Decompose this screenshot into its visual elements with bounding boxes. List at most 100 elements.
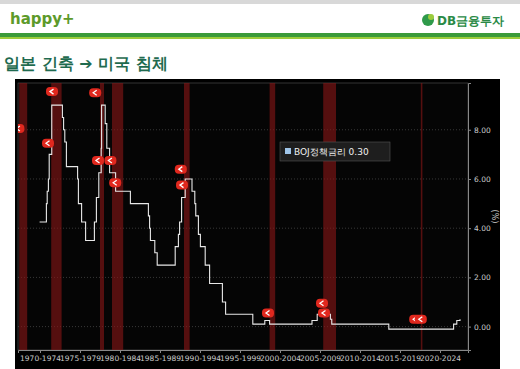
x-tick-label: 2000-2004 [260, 354, 301, 363]
marker [109, 178, 121, 187]
marker [18, 124, 24, 133]
x-tick: 2005-2009 [300, 350, 341, 363]
company: DB금융투자 [437, 14, 504, 28]
y-tick-label: 4.00 [474, 224, 491, 233]
marker [42, 139, 54, 148]
shaded-range [51, 83, 61, 350]
x-tick-label: 2005-2009 [300, 354, 341, 363]
marker-chevron [419, 317, 423, 322]
marker-body [316, 299, 328, 308]
marker [415, 315, 427, 324]
marker-body [415, 315, 427, 324]
plot-area [18, 83, 468, 350]
y-tick-mark [468, 327, 471, 328]
x-tick: 2000-2004 [260, 350, 301, 363]
x-tick-mark [240, 350, 241, 353]
x-tick-mark [200, 350, 201, 353]
x-tick: 1995-1999 [220, 350, 261, 363]
x-tick: 2015-2019 [380, 350, 421, 363]
series-line [40, 105, 460, 329]
marker-chevron [179, 167, 183, 172]
marker-body [89, 88, 101, 97]
logo-icon [422, 14, 434, 26]
top-strip [0, 0, 520, 4]
marker [89, 88, 101, 97]
marker [316, 299, 328, 308]
x-tick: 2020-2024 [420, 350, 461, 363]
x-tick-label: 2010-2014 [340, 354, 381, 363]
x-tick-mark [160, 350, 161, 353]
x-tick: 2010-2014 [340, 350, 381, 363]
marker-chevron [18, 126, 20, 131]
legend: BOJ정책금리 0.30 [280, 142, 390, 161]
x-tick-mark [80, 350, 81, 353]
legend-swatch [285, 148, 291, 154]
grid-line [18, 326, 468, 327]
x-tick: 1980-1984 [100, 350, 141, 363]
marker-chevron [180, 183, 184, 188]
x-tick-mark [360, 350, 361, 353]
marker [104, 156, 116, 165]
company-logo [422, 14, 434, 26]
x-tick: 1990-1994 [180, 350, 221, 363]
x-tick: 1975-1979 [60, 350, 101, 363]
x-tick-label: 1975-1979 [60, 354, 101, 363]
y-tick: 8.00 [468, 126, 491, 135]
marker-body [42, 139, 54, 148]
marker [175, 165, 187, 174]
shaded-range [19, 83, 27, 350]
x-tick-mark [320, 350, 321, 353]
x-axis: 1970-19741975-19791980-19841985-19891990… [19, 350, 469, 363]
y-tick-mark [468, 179, 471, 180]
logo-icon [428, 14, 434, 20]
marker-body [176, 181, 188, 190]
marker-body [18, 124, 24, 133]
y-tick-mark [468, 228, 471, 229]
marker-body [109, 178, 121, 187]
chart-panel [15, 79, 500, 369]
marker-body [46, 87, 58, 96]
marker-chevron [93, 90, 97, 95]
marker-chevron [50, 89, 54, 94]
legend-box [280, 142, 390, 161]
x-tick-mark [400, 350, 401, 353]
shaded-range [184, 83, 190, 350]
shaded-range [112, 83, 123, 350]
y-tick: 6.00 [468, 175, 491, 184]
plot [18, 83, 460, 350]
x-tick-mark [120, 350, 121, 353]
marker-body [175, 165, 187, 174]
x-tick-label: 1970-1974 [20, 354, 61, 363]
title: 일본 긴축 ➔ 미국 침체 [4, 54, 168, 73]
x-tick-label: 1995-1999 [220, 354, 261, 363]
marker-chevron [113, 180, 117, 185]
marker [262, 309, 274, 318]
marker-chevron [108, 158, 112, 163]
y-tick: 0.00 [468, 323, 491, 332]
marker-body [104, 156, 116, 165]
y-label: (%) [490, 210, 499, 224]
slide: happy+DB금융투자일본 긴축 ➔ 미국 침체1970-19741975-1… [0, 0, 520, 369]
y-tick-label: 2.00 [474, 273, 491, 282]
marker-chevron [96, 158, 100, 163]
x-tick-mark [440, 350, 441, 353]
y-tick-label: 8.00 [474, 126, 491, 135]
marker [176, 181, 188, 190]
x-tick-label: 1980-1984 [100, 354, 141, 363]
header-line [0, 33, 520, 37]
marker-chevron [46, 141, 50, 146]
marker-chevron [320, 301, 324, 306]
y-axis: 0.00 2.00 4.00 6.00 8.00 [468, 84, 491, 351]
x-tick-mark [280, 350, 281, 353]
marker-body [262, 309, 274, 318]
y-tick-label: 0.00 [474, 323, 491, 332]
y-tick: 4.00 [468, 224, 491, 233]
x-tick: 1985-1989 [140, 350, 181, 363]
marker-body [92, 156, 104, 165]
header-line [0, 37, 520, 39]
x-tick-label: 1990-1994 [180, 354, 221, 363]
y-tick-mark [468, 277, 471, 278]
y-tick: 2.00 [468, 273, 491, 282]
legend-label: BOJ정책금리 0.30 [294, 147, 369, 157]
grid-line [18, 129, 468, 130]
